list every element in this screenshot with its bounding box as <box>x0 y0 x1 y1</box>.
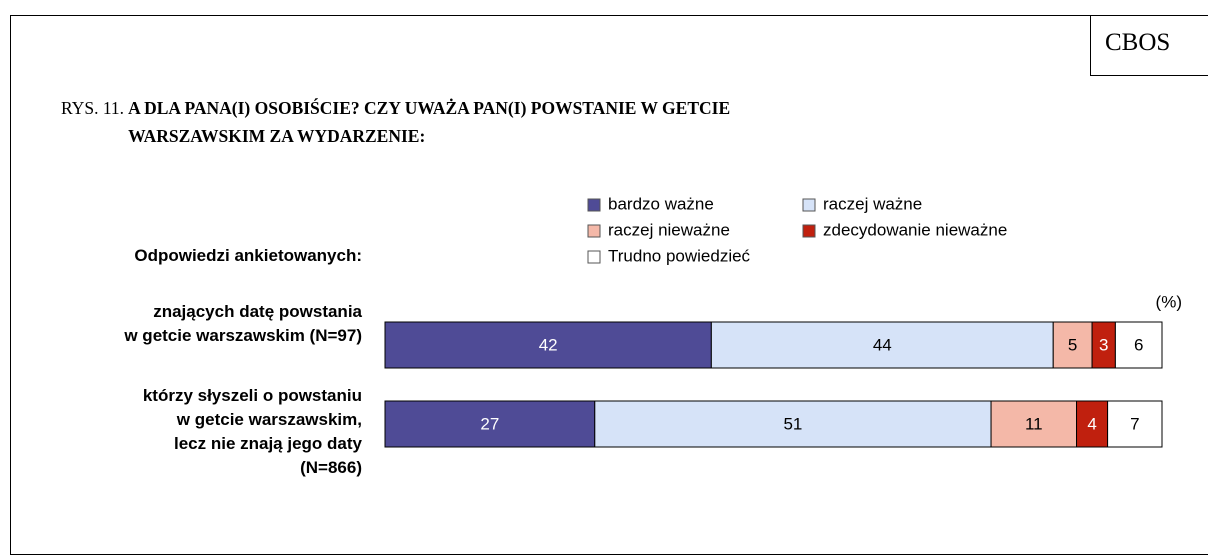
value-label: 4 <box>1087 414 1096 433</box>
bar-segment <box>990 400 1078 448</box>
value-label: 6 <box>1134 335 1143 354</box>
value-label: 3 <box>1099 335 1108 354</box>
category-label: znających datę powstania w getcie warsza… <box>124 302 362 345</box>
value-label: 44 <box>873 335 892 354</box>
value-label: 7 <box>1130 414 1139 433</box>
value-label: 11 <box>1025 414 1043 433</box>
source: CBOS <box>1090 15 1208 76</box>
title-prefix: RYS. 11. <box>61 98 125 118</box>
legend-label: bardzo ważne <box>608 194 714 213</box>
bar-segment <box>1114 321 1163 369</box>
value-label: 27 <box>480 414 499 433</box>
title-text: A DLA PANA(I) OSOBIŚCIE? CZY UWAŻA PAN(I… <box>128 98 731 146</box>
bar-segment <box>1107 400 1163 448</box>
legend-label: raczej ważne <box>823 194 922 213</box>
chart: (%) bardzo ważne raczej ważne raczej niewa… <box>384 194 1182 448</box>
chart-title: RYS. 11. A DLA PANA(I) OSOBIŚCIE? CZY UW… <box>61 94 730 150</box>
bar-segment <box>384 321 712 369</box>
bar-segment <box>384 400 596 448</box>
legend-swatch <box>802 224 816 238</box>
value-label: 42 <box>539 335 558 354</box>
legend-title: Odpowiedzi ankietowanych: <box>134 246 362 265</box>
legend-swatch <box>587 224 601 238</box>
legend-label: Trudno powiedzieć <box>608 246 751 265</box>
unit-label: (%) <box>1156 292 1182 311</box>
bar-segment <box>1052 321 1093 369</box>
bar-segment <box>594 400 992 448</box>
value-label: 5 <box>1068 335 1077 354</box>
bar-segment <box>710 321 1054 369</box>
legend-label: zdecydowanie nieważne <box>823 220 1007 239</box>
legend-swatch <box>802 198 816 212</box>
legend-swatch <box>587 250 601 264</box>
legend-label: raczej nieważne <box>608 220 730 239</box>
page: CBOS RYS. 11. A DLA PANA(I) OSOBIŚCIE? C… <box>10 15 1208 555</box>
category-label: którzy słyszeli o powstaniu w getcie war… <box>142 386 362 477</box>
bar-segment <box>1076 400 1109 448</box>
value-label: 51 <box>783 414 802 433</box>
legend-swatch <box>587 198 601 212</box>
